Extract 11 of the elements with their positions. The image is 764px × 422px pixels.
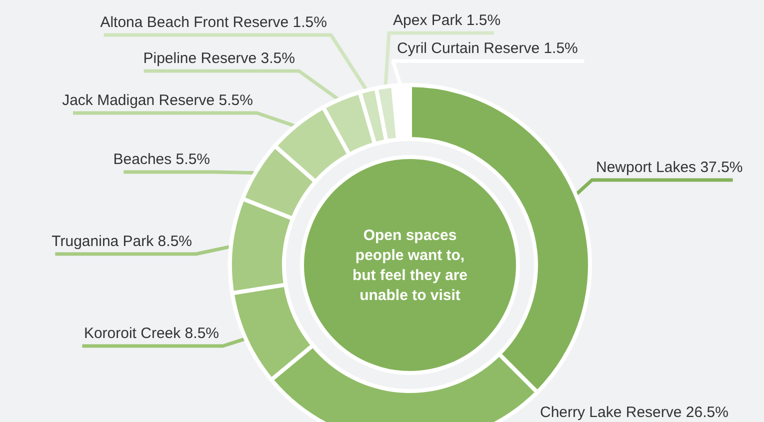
slice-label: Jack Madigan Reserve 5.5%	[62, 92, 253, 109]
slice-label: Cyril Curtain Reserve 1.5%	[397, 40, 578, 57]
slice-label: Pipeline Reserve 3.5%	[143, 50, 295, 67]
text: Open spaces people want to, but feel they are unable to visit	[352, 227, 468, 304]
slice-label: Newport Lakes 37.5%	[596, 159, 743, 176]
slice-label: Apex Park 1.5%	[393, 12, 501, 29]
slice-label: Beaches 5.5%	[113, 151, 210, 168]
slice-label: Altona Beach Front Reserve 1.5%	[100, 14, 327, 31]
slice-label: Cherry Lake Reserve 26.5%	[540, 404, 728, 421]
slice-label: Truganina Park 8.5%	[52, 233, 192, 250]
slice-label: Kororoit Creek 8.5%	[84, 325, 219, 342]
